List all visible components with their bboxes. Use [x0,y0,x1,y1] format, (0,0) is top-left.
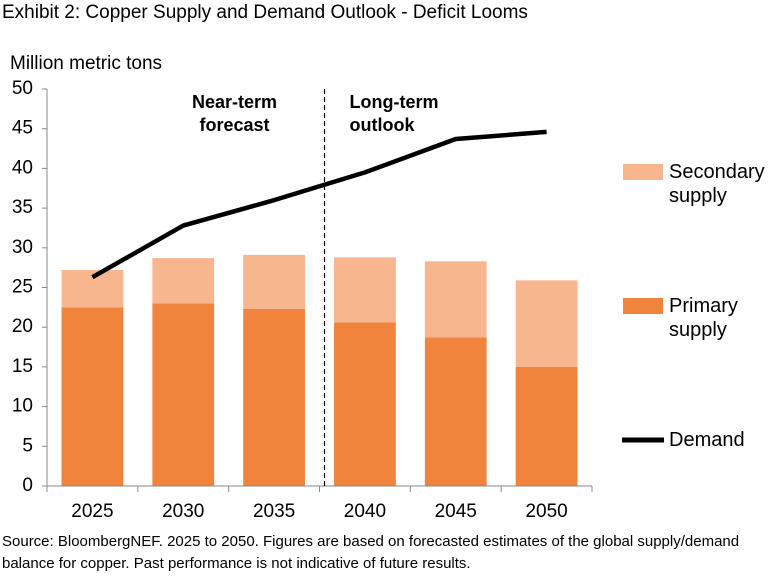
bar [243,308,305,486]
y-tick-label: 10 [12,396,33,417]
legend-label: Secondary supply [669,161,765,207]
y-tick-label: 5 [22,435,33,456]
legend-swatch [623,164,663,180]
x-tick-label: 2040 [344,501,386,522]
demand-line [91,129,547,280]
y-tick-label: 25 [12,277,33,298]
y-tick-label: 45 [12,118,33,139]
x-tick-label: 2045 [435,501,477,522]
x-tick-label: 2050 [525,501,567,522]
bar [515,280,578,367]
bar [515,366,578,486]
bar [152,303,215,486]
chart-title: Exhibit 2: Copper Supply and Demand Outl… [2,2,528,23]
bar [61,307,124,486]
x-tick-label: 2025 [71,501,113,522]
y-tick-label: 50 [12,78,33,99]
bar [152,258,215,304]
bar [243,254,305,309]
annotation: Near-term forecast [191,92,278,135]
y-tick-label: 20 [12,316,33,337]
source-note: Source: BloombergNEF. 2025 to 2050. Figu… [2,533,740,572]
x-tick-label: 2030 [162,501,204,522]
legend-label: Primary supply [669,295,738,341]
bar [334,257,396,323]
y-axis-label: Million metric tons [10,53,162,74]
y-tick-label: 40 [12,157,33,178]
y-tick-label: 30 [12,237,33,258]
legend-label: Demand [669,429,745,451]
annotation: Long-term outlook [349,92,439,135]
bar [424,337,487,486]
y-tick-label: 15 [12,356,33,377]
bar [424,261,487,338]
legend-swatch [623,298,663,314]
y-tick-label: 35 [12,197,33,218]
bar [334,322,396,486]
x-tick-label: 2035 [253,501,295,522]
y-tick-label: 0 [22,475,33,496]
